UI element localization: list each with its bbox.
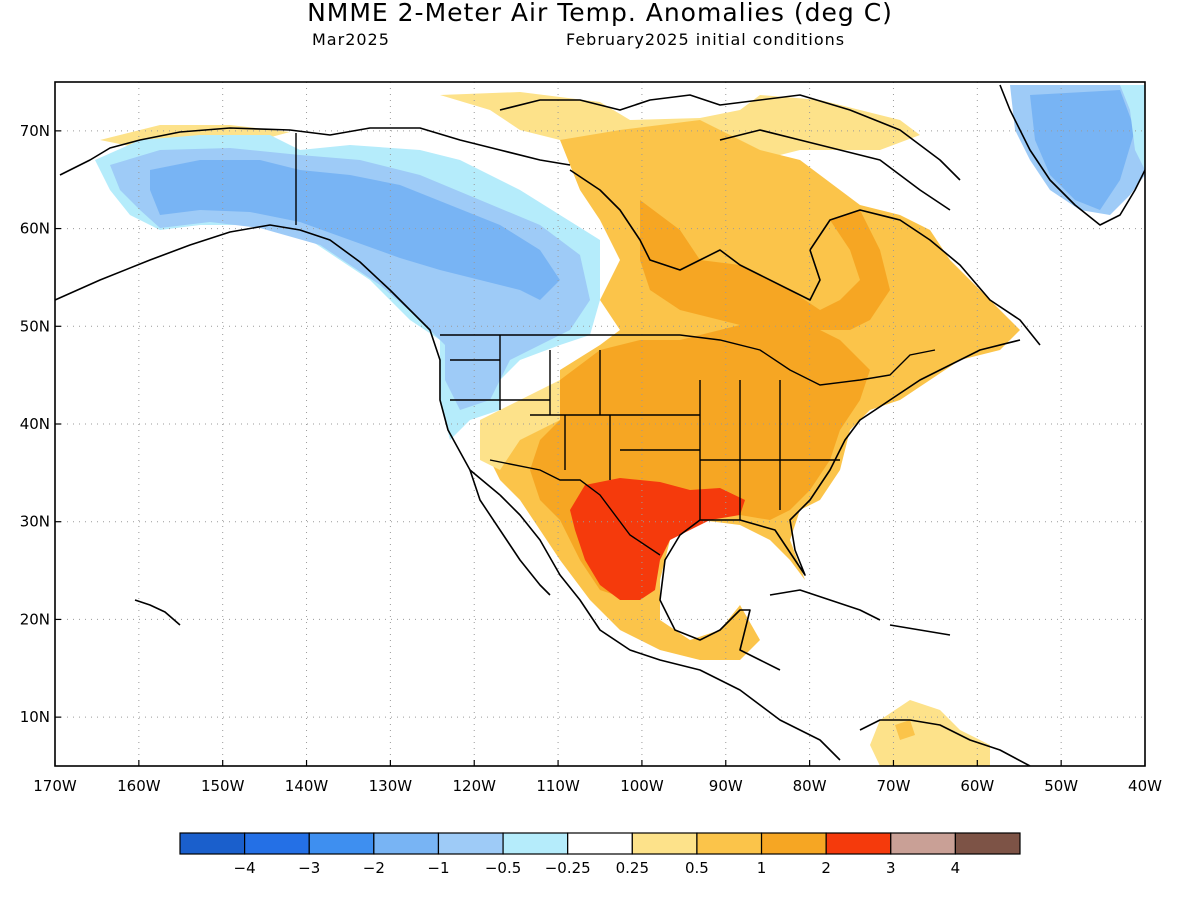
- valid-month: Mar2025: [312, 30, 390, 49]
- colorbar-swatch: [890, 832, 956, 855]
- colorbar-swatch: [502, 832, 569, 855]
- colorbar: −4 −3 −2 −1 −0.5 −0.25 0.25 0.5 1 2 3 4: [179, 832, 1021, 877]
- shade-warm-south-2: [895, 720, 915, 740]
- lat-tick-label: 40N: [20, 415, 50, 433]
- shade-greenland-strong: [1030, 90, 1135, 210]
- map-title: NMME 2-Meter Air Temp. Anomalies (deg C): [307, 0, 893, 27]
- axis-labels: 70N 60N 50N 40N 30N 20N 10N 170W 160W 150W 140W 130…: [20, 122, 1162, 795]
- lon-tick-label: 100W: [620, 777, 664, 795]
- colorbar-swatch: [631, 832, 698, 855]
- lon-tick-label: 40W: [1128, 777, 1162, 795]
- colorbar-label: −0.25: [545, 859, 591, 877]
- coast-cuba: [769, 589, 881, 621]
- initial-conditions: February2025 initial conditions: [566, 30, 846, 49]
- shade-hot: [570, 478, 745, 600]
- colorbar-label: 4: [951, 859, 961, 877]
- colorbar-label: 3: [886, 859, 896, 877]
- lat-tick-label: 60N: [20, 220, 50, 238]
- lon-tick-label: 160W: [117, 777, 161, 795]
- coast-east-us: [659, 339, 1021, 671]
- lon-tick-label: 170W: [33, 777, 77, 795]
- colorbar-swatch: [437, 832, 504, 855]
- coast-greenland: [999, 84, 1145, 226]
- coast-hawaii: [134, 599, 181, 626]
- colorbar-swatch: [760, 832, 827, 855]
- colorbar-swatch: [308, 832, 375, 855]
- colorbar-swatch: [179, 832, 246, 855]
- lon-tick-label: 90W: [709, 777, 743, 795]
- colorbar-label: 0.5: [685, 859, 709, 877]
- colorbar-swatch: [373, 832, 440, 855]
- lon-tick-label: 110W: [536, 777, 580, 795]
- colorbar-swatch: [567, 832, 633, 855]
- lon-tick-label: 50W: [1044, 777, 1078, 795]
- coast-south-america: [859, 719, 1031, 766]
- colorbar-label: −3: [298, 859, 320, 877]
- shade-cool-strong: [150, 160, 560, 300]
- lon-tick-label: 150W: [201, 777, 245, 795]
- border-us-mexico: [489, 459, 661, 556]
- coast-baffin: [719, 129, 951, 211]
- coast-alaska-south: [55, 224, 501, 496]
- lon-tick-label: 80W: [793, 777, 827, 795]
- lat-tick-label: 20N: [20, 610, 50, 628]
- lon-tick-label: 130W: [369, 777, 413, 795]
- lon-tick-label: 140W: [285, 777, 329, 795]
- shade-warm-south: [870, 700, 990, 766]
- border-state-lines: [450, 335, 840, 520]
- colorbar-swatch: [244, 832, 310, 855]
- lat-tick-label: 70N: [20, 122, 50, 140]
- coastlines: [55, 84, 1145, 766]
- lon-tick-label: 70W: [877, 777, 911, 795]
- border-us-canada: [440, 334, 936, 386]
- colorbar-label: 2: [821, 859, 831, 877]
- shade-warm-strong-north: [640, 200, 890, 330]
- lat-lon-grid: [55, 82, 1145, 766]
- political-borders: [295, 133, 936, 556]
- coast-arctic-islands: [499, 94, 961, 181]
- lat-tick-label: 10N: [20, 708, 50, 726]
- coast-alaska-north: [59, 127, 571, 176]
- colorbar-label: −4: [234, 859, 256, 877]
- colorbar-swatch: [696, 832, 763, 855]
- lon-tick-label: 60W: [960, 777, 994, 795]
- anomaly-shading: [95, 85, 1145, 766]
- colorbar-label: −1: [427, 859, 449, 877]
- coast-hudson-bay: [569, 169, 821, 301]
- colorbar-swatch: [954, 832, 1021, 855]
- lat-tick-label: 50N: [20, 317, 50, 335]
- colorbar-label: −0.5: [485, 859, 521, 877]
- coast-labrador: [809, 209, 1041, 346]
- colorbar-label: −2: [363, 859, 385, 877]
- coast-hispaniola: [889, 624, 951, 636]
- shade-greenland-edge: [1120, 85, 1145, 170]
- coast-baja: [469, 469, 551, 596]
- coast-mexico-west: [499, 494, 841, 761]
- lat-tick-label: 30N: [20, 513, 50, 531]
- lon-tick-label: 120W: [452, 777, 496, 795]
- colorbar-label: 1: [757, 859, 767, 877]
- colorbar-swatch: [825, 832, 892, 855]
- colorbar-label: 0.25: [616, 859, 649, 877]
- shade-warm-west-fringe: [480, 380, 560, 470]
